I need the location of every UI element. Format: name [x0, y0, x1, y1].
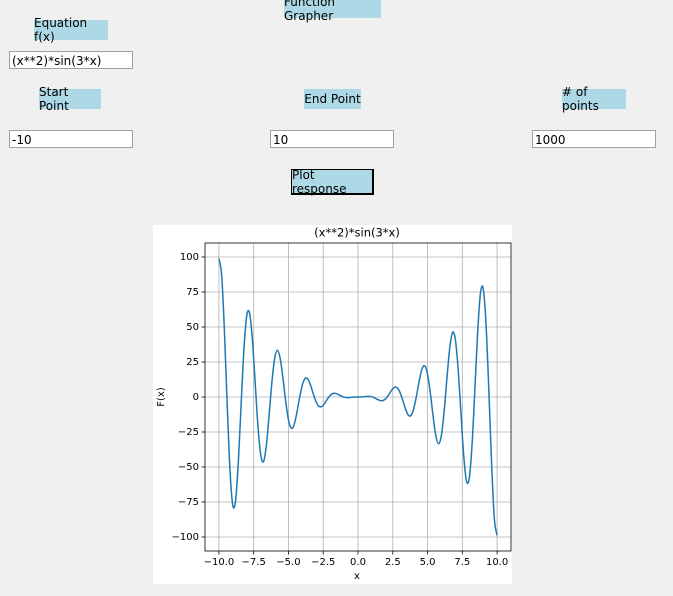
start-label: Start Point [39, 85, 101, 113]
line-series [218, 258, 498, 536]
y-tick-label: 100 [180, 252, 199, 263]
plot-button[interactable]: Plot response [291, 168, 374, 196]
equation-label: Equation f(x) [34, 16, 108, 44]
y-tick-label: 25 [186, 357, 199, 368]
start-input[interactable]: -10 [9, 130, 133, 148]
app-title: Function Grapher [284, 0, 381, 23]
x-axis-label: x [354, 571, 360, 582]
y-tick-label: −25 [178, 427, 199, 438]
chart-title: (x**2)*sin(3*x) [314, 226, 400, 240]
chart: (x**2)*sin(3*x) x F(x) −10.0 −7.5 −5.0 −2.5… [153, 225, 512, 584]
points-input[interactable]: 1000 [532, 130, 656, 148]
y-axis-label: F(x) [156, 387, 167, 407]
y-tick-label: −100 [172, 532, 199, 543]
plot-frame [204, 242, 512, 552]
x-tick-label: 10.0 [486, 557, 508, 568]
points-label: # of points [562, 85, 626, 113]
x-tick-label: −10.0 [204, 557, 235, 568]
y-tick-label: 50 [186, 322, 199, 333]
equation-input[interactable]: (x**2)*sin(3*x) [9, 51, 133, 69]
end-label: End Point [304, 89, 361, 109]
x-tick-label: 7.5 [454, 557, 470, 568]
x-tick-label: 0.0 [350, 557, 366, 568]
y-tick-label: −50 [178, 462, 199, 473]
y-tick-label: 75 [186, 287, 199, 298]
x-tick-label: −2.5 [311, 557, 335, 568]
y-tick-label: 0 [193, 392, 199, 403]
y-tick-label: −75 [178, 497, 199, 508]
figure-background [153, 225, 512, 584]
end-input[interactable]: 10 [270, 130, 394, 148]
x-tick-label: 2.5 [385, 557, 401, 568]
x-tick-label: 5.0 [420, 557, 436, 568]
x-tick-label: −7.5 [242, 557, 266, 568]
x-tick-label: −5.0 [276, 557, 300, 568]
